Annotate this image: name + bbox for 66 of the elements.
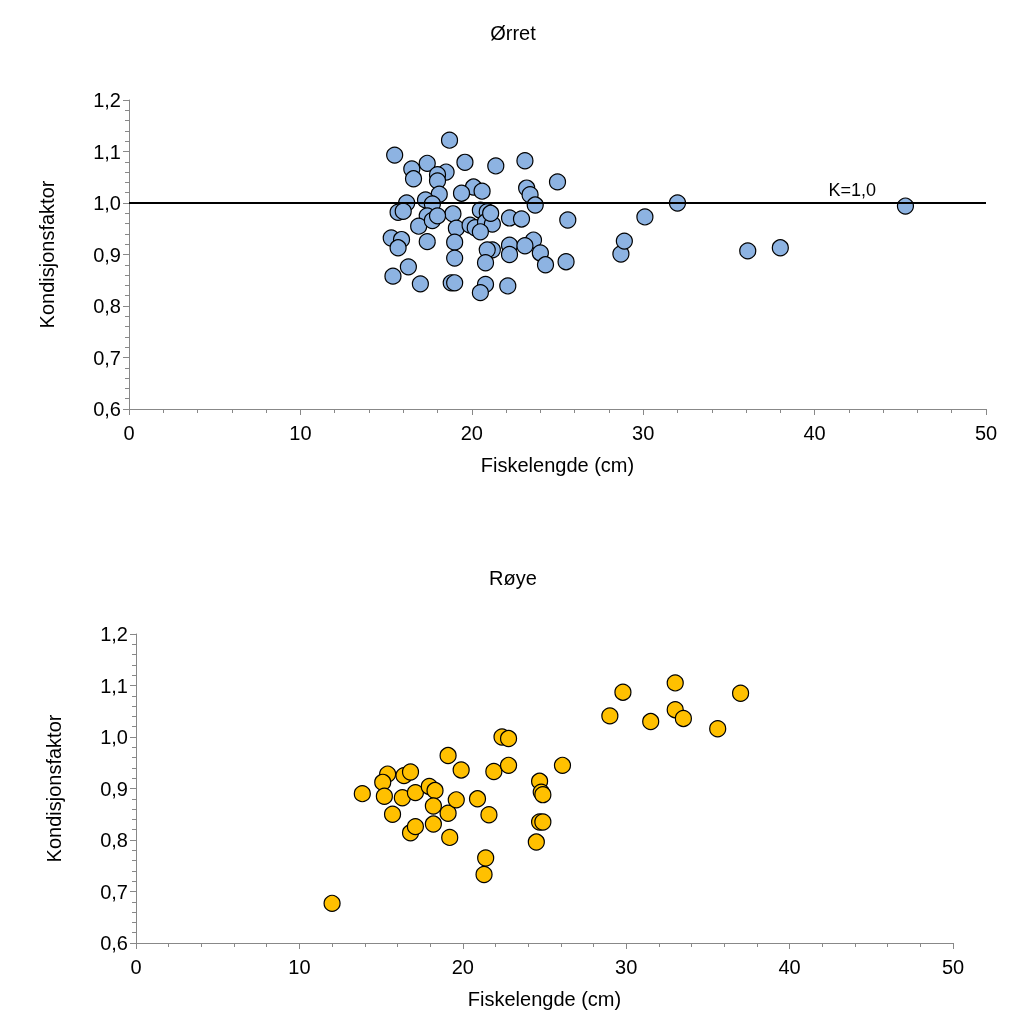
x-axis-title: Fiskelengde (cm) <box>480 454 635 476</box>
point <box>601 707 619 725</box>
point <box>499 729 518 748</box>
point <box>666 674 684 692</box>
y-tick-label: 0,8 <box>93 295 121 317</box>
x-tick-label: 10 <box>289 422 312 444</box>
point <box>323 894 341 912</box>
chart-title: Ørret <box>490 22 537 44</box>
y-tick-label: 1,2 <box>100 623 128 645</box>
y-tick-label: 1,2 <box>93 89 121 111</box>
ref-line-label: K=1,0 <box>828 180 876 200</box>
y-tick-label: 0,9 <box>93 243 121 266</box>
point <box>375 787 393 805</box>
point <box>393 789 411 807</box>
point <box>353 785 371 803</box>
point <box>499 756 518 774</box>
point <box>553 756 572 774</box>
x-tick-label: 10 <box>288 956 311 978</box>
x-tick-label: 40 <box>803 422 826 444</box>
y-tick-label: 1,1 <box>93 140 121 163</box>
x-tick-label: 30 <box>632 422 655 444</box>
y-tick-label: 1,1 <box>100 674 128 697</box>
point <box>401 763 420 781</box>
point <box>709 720 727 738</box>
x-tick-label: 0 <box>130 956 142 978</box>
y-tick-label: 0,6 <box>93 398 121 420</box>
point <box>406 784 425 802</box>
chart-title: Røye <box>489 567 537 589</box>
point <box>614 683 632 701</box>
x-tick-label: 50 <box>941 956 965 978</box>
point <box>426 781 444 800</box>
y-tick-label: 1,0 <box>93 192 121 214</box>
point <box>642 712 660 731</box>
point <box>468 790 487 808</box>
y-tick-label: 0,8 <box>100 829 128 851</box>
point <box>441 828 459 847</box>
y-tick-label: 0,7 <box>100 880 128 903</box>
y-axis-title: Kondisjonsfaktor <box>43 714 65 863</box>
y-tick-label: 0,9 <box>100 777 128 800</box>
point <box>424 797 442 815</box>
point <box>674 709 692 728</box>
x-tick-label: 40 <box>778 956 801 978</box>
point <box>480 806 498 824</box>
x-tick-label: 20 <box>451 956 474 978</box>
point <box>732 684 750 702</box>
x-tick-label: 20 <box>460 422 483 444</box>
y-tick-label: 0,7 <box>93 346 121 369</box>
x-tick-label: 0 <box>123 422 135 444</box>
y-tick-label: 0,6 <box>100 932 128 954</box>
point <box>477 849 495 867</box>
point <box>383 805 402 823</box>
point <box>452 761 470 779</box>
point <box>447 791 465 809</box>
point <box>439 746 457 765</box>
point <box>475 865 493 884</box>
point <box>424 815 442 833</box>
point <box>527 833 545 851</box>
x-tick-label: 50 <box>974 422 998 444</box>
point <box>374 773 392 791</box>
point <box>485 762 503 781</box>
x-tick-label: 30 <box>615 956 638 978</box>
y-axis-title: Kondisjonsfaktor <box>36 180 58 329</box>
point <box>406 818 425 836</box>
point <box>439 804 457 822</box>
x-axis-title: Fiskelengde (cm) <box>467 988 622 1010</box>
y-tick-label: 1,0 <box>100 726 128 748</box>
